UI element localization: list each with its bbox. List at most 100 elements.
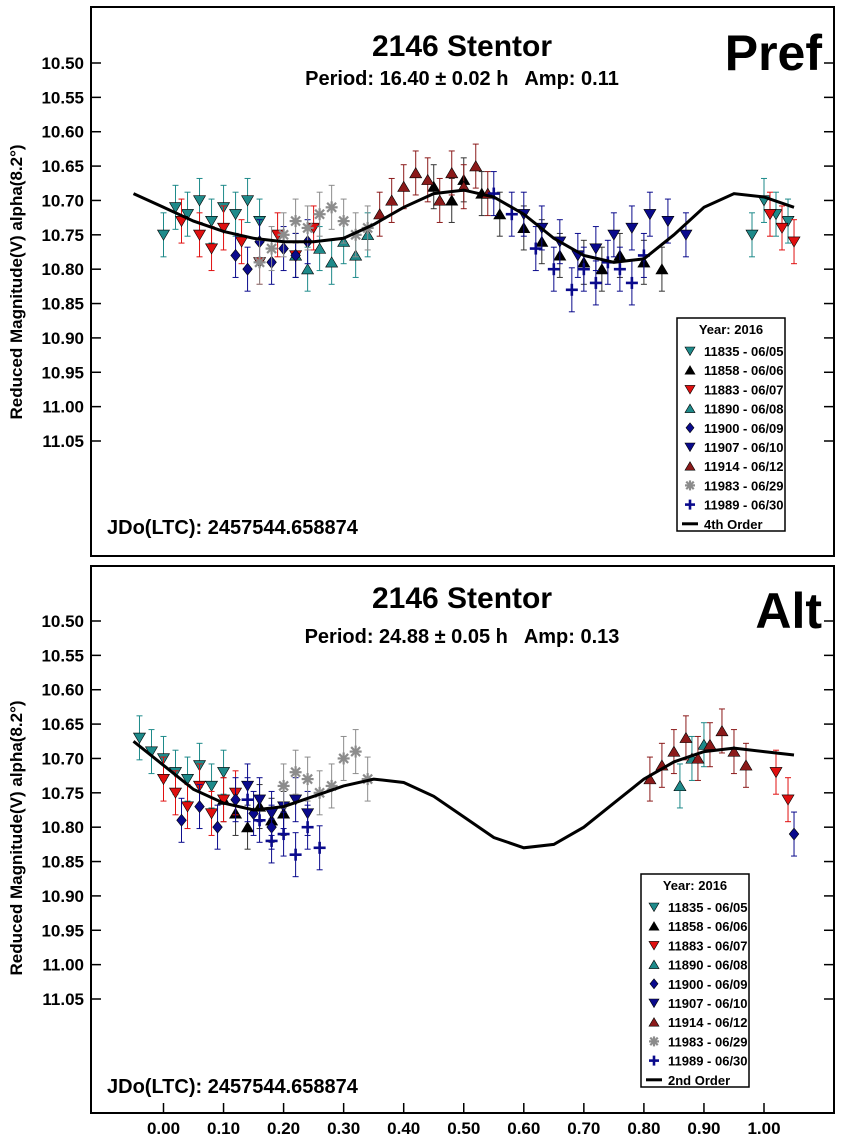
legend-marker [649, 1055, 659, 1066]
data-point [277, 779, 290, 792]
data-point [661, 215, 675, 228]
panel-alt: 10.50 10.55 10.60 10.65 10.70 10.75 10.80 10.85… [7, 565, 835, 1138]
data-point [241, 195, 255, 207]
legend-label: 11914 - 06/12 [668, 1015, 748, 1030]
y-tick-label: 10.60 [41, 123, 84, 142]
legend-marker [648, 921, 660, 931]
legend: Year: 2016 11835 - 06/05 11858 - 06/06 1188… [640, 873, 750, 1088]
data-point [715, 724, 729, 737]
legend-label: 11835 - 06/05 [668, 900, 748, 915]
legend-marker [685, 499, 695, 510]
y-axis-label: Reduced Magnitude(V) alpha(8.2°) [7, 144, 26, 419]
data-point [289, 215, 302, 228]
data-point [132, 732, 147, 744]
x-tick-label: 0.60 [507, 1119, 540, 1138]
data-point [265, 242, 278, 255]
legend-marker [648, 998, 660, 1009]
data-point [337, 215, 350, 228]
data-point [433, 194, 447, 206]
series-11883-06-07 [156, 749, 795, 836]
data-point [409, 166, 423, 179]
y-tick-label: 10.95 [41, 921, 84, 940]
legend-marker [684, 346, 696, 357]
data-point [277, 228, 290, 241]
data-point [265, 834, 278, 847]
x-tick-labels: 0.00 0.10 0.20 0.30 0.40 0.50 0.60 0.70 0.80 0.90… [147, 1103, 781, 1138]
data-point [577, 263, 590, 276]
data-point [301, 773, 314, 786]
legend-marker [649, 1036, 659, 1047]
data-point [301, 221, 314, 234]
x-tick-label: 0.10 [207, 1119, 240, 1138]
y-tick-label: 10.80 [41, 818, 84, 837]
legend-label: 4th Order [704, 517, 763, 532]
legend-marker [684, 442, 696, 453]
data-point [168, 787, 183, 799]
chart-subtitle: Period: 16.40 ± 0.02 h Amp: 0.11 [305, 68, 619, 90]
y-tick-label: 10.75 [41, 784, 84, 803]
y-tick-label: 10.55 [41, 646, 84, 665]
data-point [301, 263, 315, 275]
legend-marker [684, 385, 696, 395]
data-point [325, 201, 338, 214]
legend-label: 11858 - 06/06 [704, 363, 784, 378]
data-point [667, 745, 681, 757]
data-point [193, 229, 207, 241]
data-point [625, 222, 639, 234]
x-tick-label: 0.90 [687, 1119, 720, 1138]
jd-label: JDo(LTC): 2457544.658874 [107, 1076, 359, 1098]
data-point [673, 779, 687, 792]
data-point [788, 827, 800, 841]
series-11989-06-30 [487, 171, 650, 313]
y-tick-label: 11.00 [42, 956, 84, 975]
data-point [313, 841, 326, 854]
data-point [290, 248, 301, 262]
x-tick-label: 0.70 [567, 1119, 600, 1138]
data-point [337, 752, 350, 765]
legend-marker [684, 461, 696, 471]
data-point [289, 848, 302, 861]
y-tick-label: 10.70 [41, 749, 84, 768]
y-tick-label: 10.95 [41, 363, 84, 382]
data-point [775, 222, 789, 234]
y-tick-labels: 10.50 10.55 10.60 10.65 10.70 10.75 10.80 10.85… [41, 54, 834, 451]
data-point [301, 821, 314, 834]
data-point [769, 767, 783, 779]
data-point [445, 166, 459, 179]
data-point [248, 806, 259, 820]
data-point [787, 236, 801, 248]
data-point [613, 263, 626, 276]
data-point [625, 276, 638, 289]
panel-badge: Alt [755, 583, 822, 639]
data-point [241, 821, 255, 833]
data-point [253, 256, 266, 269]
y-tick-label: 10.75 [41, 226, 84, 245]
legend-label: 11900 - 06/09 [704, 421, 784, 436]
data-point [205, 243, 219, 255]
data-point [241, 793, 254, 806]
data-point [607, 229, 621, 241]
y-tick-label: 10.50 [41, 612, 84, 631]
data-point [230, 248, 241, 262]
x-tick-label: 0.30 [327, 1119, 360, 1138]
y-tick-label: 10.85 [41, 295, 84, 314]
y-tick-label: 10.60 [41, 681, 84, 700]
data-point [505, 208, 518, 221]
data-point [643, 209, 657, 221]
fit-curve [132, 188, 795, 264]
data-point [469, 160, 483, 172]
y-tick-label: 10.90 [41, 329, 84, 348]
data-point [176, 813, 187, 827]
data-point [205, 780, 219, 792]
y-tick-label: 10.85 [41, 853, 84, 872]
legend-marker [648, 902, 660, 913]
legend-label: 2nd Order [668, 1073, 730, 1088]
data-point [217, 767, 231, 779]
series-11983-06-29 [253, 184, 374, 285]
data-point [679, 229, 693, 241]
data-points [132, 708, 800, 878]
data-point [205, 215, 219, 228]
legend-label: 11989 - 06/30 [704, 498, 784, 513]
